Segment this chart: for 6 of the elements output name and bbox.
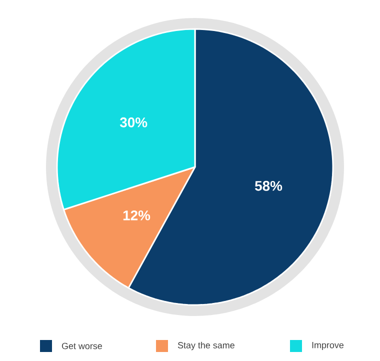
legend-label: Stay the same [178,342,234,350]
legend-label: Get worse [62,342,102,350]
legend-label: Improve [312,342,344,350]
data-label: 12% [123,210,150,220]
data-label: 30% [120,117,148,128]
data-label: 58% [254,180,282,191]
